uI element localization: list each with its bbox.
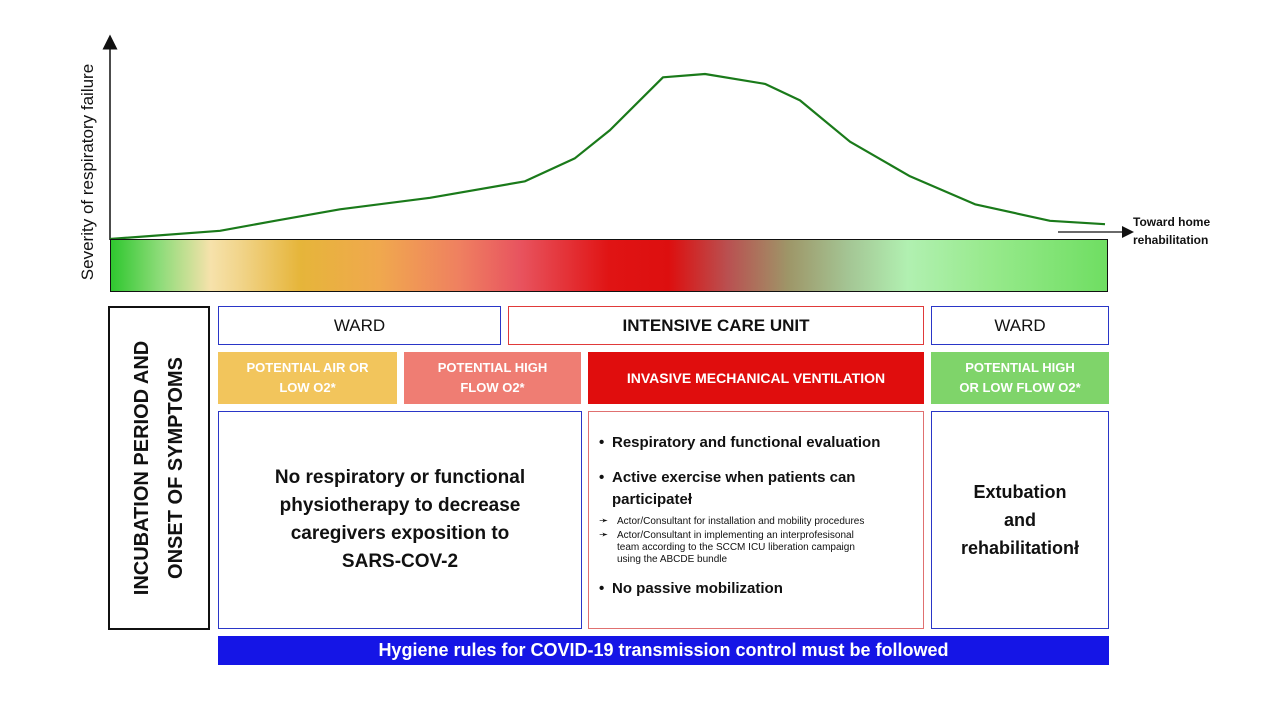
arrow-icon: ➛ — [599, 529, 609, 541]
ward-right-header: WARD — [931, 306, 1109, 345]
incubation-label: INCUBATION PERIOD AND ONSET OF SYMPTOMS — [131, 340, 187, 596]
incubation-box: INCUBATION PERIOD AND ONSET OF SYMPTOMS — [108, 306, 210, 630]
icu-bullet-evaluation: • Respiratory and functional evaluation — [599, 434, 881, 451]
imv-box: INVASIVE MECHANICAL VENTILATION — [588, 352, 924, 404]
icu-sub-installation: ➛ Actor/Consultant for installation and m… — [599, 515, 865, 527]
icu-content: • Respiratory and functional evaluation •… — [588, 411, 924, 629]
icu-sub-interprofessional: ➛ Actor/Consultant in implementing an int… — [599, 529, 855, 565]
arrow-icon: ➛ — [599, 515, 609, 527]
severity-gradient-bar — [110, 239, 1108, 292]
high-flow-o2-box: POTENTIAL HIGH FLOW O2* — [404, 352, 581, 404]
toward-home-label: Toward home rehabilitation — [1133, 215, 1211, 247]
air-low-o2-box: POTENTIAL AIR OR LOW O2* — [218, 352, 397, 404]
severity-curve-chart — [102, 34, 1134, 241]
high-low-o2-box: POTENTIAL HIGH OR LOW FLOW O2* — [931, 352, 1109, 404]
ward-left-content: No respiratory or functional physiothera… — [218, 411, 582, 629]
ward-left-header: WARD — [218, 306, 501, 345]
severity-curve-line — [109, 72, 1106, 241]
icu-bullet-no-passive: • No passive mobilization — [599, 580, 783, 597]
y-axis-label: Severity of respiratory failure — [78, 63, 97, 281]
icu-header: INTENSIVE CARE UNIT — [508, 306, 924, 345]
hygiene-banner: Hygiene rules for COVID-19 transmission … — [218, 636, 1109, 665]
ward-right-content: Extubation and rehabilitationł — [931, 411, 1109, 629]
icu-bullet-active-exercise: • Active exercise when patients can parti… — [599, 469, 856, 508]
